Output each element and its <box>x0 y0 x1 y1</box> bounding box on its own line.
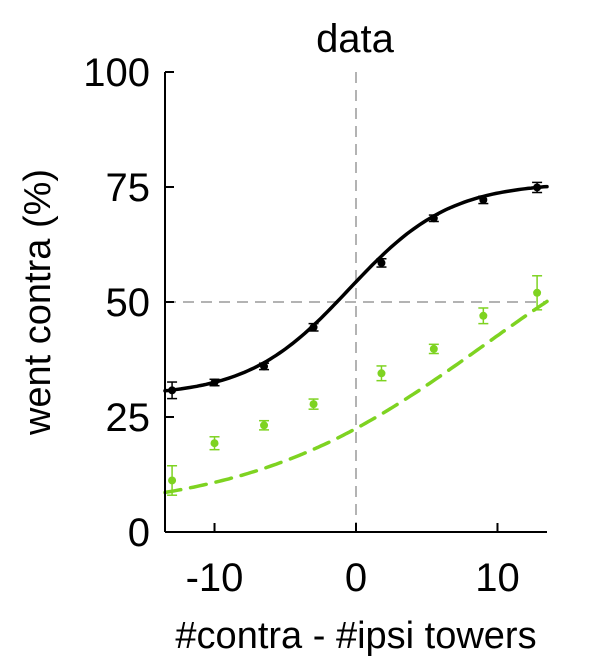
y-tick-label-75: 75 <box>106 166 151 210</box>
data-point-black-6 <box>479 195 488 204</box>
data-point-green-5 <box>429 344 438 353</box>
y-tick-label-100: 100 <box>83 51 150 95</box>
data-point-black-3 <box>309 323 318 332</box>
data-point-green-7 <box>533 288 542 297</box>
data-point-black-7 <box>533 183 542 192</box>
x-axis-label: #contra - #ipsi towers <box>175 615 536 657</box>
y-tick-label-25: 25 <box>106 396 151 440</box>
x-axis-ticks: -10 0 10 <box>186 523 520 600</box>
data-point-black-1 <box>210 378 219 387</box>
data-point-black-4 <box>377 258 386 267</box>
data-point-green-3 <box>309 400 318 409</box>
x-tick-label-10: 10 <box>475 556 520 600</box>
data-point-green-1 <box>210 439 219 448</box>
y-tick-label-0: 0 <box>128 511 150 555</box>
chart-title: data <box>316 17 395 61</box>
data-point-green-4 <box>377 369 386 378</box>
y-axis-ticks: 0 25 50 75 100 <box>83 51 174 555</box>
y-tick-label-50: 50 <box>106 281 151 325</box>
data-point-green-2 <box>260 421 269 430</box>
data-point-black-0 <box>168 386 177 395</box>
x-tick-label-0: 0 <box>345 556 367 600</box>
y-axis-label: went contra (%) <box>17 169 59 436</box>
fit-curves <box>163 184 549 495</box>
data-point-green-0 <box>168 476 177 485</box>
data-point-green-6 <box>479 311 488 320</box>
data-point-black-5 <box>429 214 438 223</box>
x-tick-label--10: -10 <box>186 556 244 600</box>
data-point-black-2 <box>260 362 269 371</box>
fit-curve-green <box>163 299 549 495</box>
reference-lines <box>165 72 547 532</box>
data-markers <box>167 181 543 496</box>
